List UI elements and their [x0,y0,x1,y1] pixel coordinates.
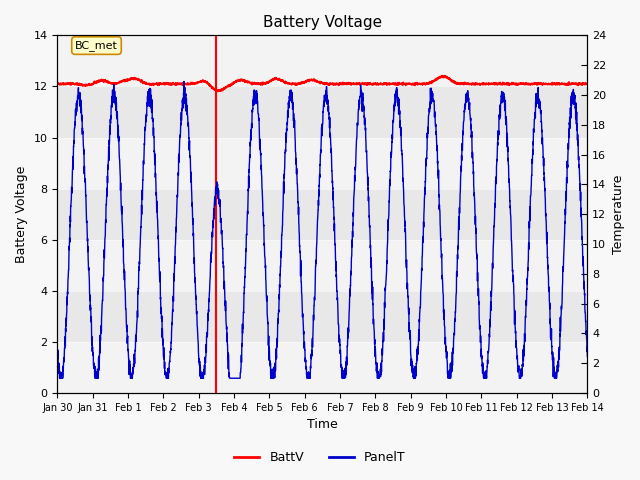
BattV [584,81,591,87]
BattV [257,82,264,88]
PanelT [146,103,154,109]
Line: PanelT: PanelT [58,82,588,378]
Title: Battery Voltage: Battery Voltage [263,15,382,30]
PanelT [516,375,524,381]
BattV [114,80,122,85]
BattV [573,81,581,86]
Y-axis label: Temperature: Temperature [612,175,625,254]
PanelT [257,159,265,165]
Bar [58,240,588,291]
Y-axis label: Battery Voltage: Battery Voltage [15,166,28,263]
PanelT [56,375,63,381]
BattV [516,80,524,86]
Bar [58,36,588,86]
PanelT [584,354,591,360]
Legend: BattV, PanelT: BattV, PanelT [229,446,411,469]
PanelT [114,122,122,128]
Bar [58,138,588,189]
BattV [280,79,287,84]
PanelT [180,79,188,84]
Bar [58,342,588,393]
Text: BC_met: BC_met [75,40,118,51]
X-axis label: Time: Time [307,419,338,432]
Line: BattV: BattV [58,75,588,92]
BattV [145,82,153,88]
BattV [214,89,221,95]
PanelT [280,175,288,180]
PanelT [573,127,581,133]
PanelT [54,357,61,362]
BattV [54,81,61,86]
BattV [438,72,446,78]
